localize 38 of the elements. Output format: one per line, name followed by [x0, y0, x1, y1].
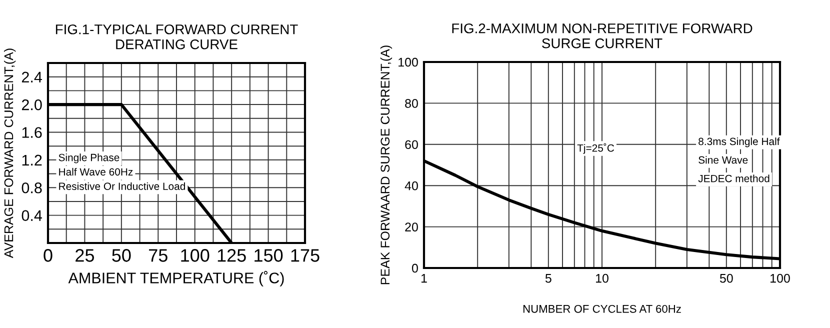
y-tick-label: 2.4 — [22, 72, 42, 82]
x-tick-label: 75 — [149, 249, 168, 262]
annotation: Single Phase — [58, 154, 120, 164]
x-tick-label: 10 — [596, 274, 608, 283]
x-tick-label: 50 — [720, 274, 733, 283]
x-tick-label: 150 — [254, 249, 283, 262]
y-axis-title: PEAK FORWAARD SURGE CURRENT,(A) — [380, 46, 392, 284]
x-tick-label: 5 — [545, 274, 552, 283]
chart-title: FIG.1-TYPICAL FORWARD CURRENT DERATING CURVE — [56, 24, 298, 50]
x-tick-label: 125 — [218, 249, 246, 262]
annotation: Tj=25˚C — [577, 143, 614, 154]
x-tick-label: 0 — [44, 249, 52, 262]
chart-title: FIG.2-MAXIMUM NON-REPETITIVE FORWARD SURGE CURRENT — [452, 23, 752, 48]
x-tick-label: 1 — [421, 274, 427, 283]
annotation: Resistive Or Inductive Load — [59, 182, 185, 190]
y-tick-label: 0.8 — [22, 182, 42, 194]
y-tick-label: 0 — [412, 264, 418, 273]
x-tick-label: 100 — [770, 274, 790, 283]
x-tick-label: 50 — [112, 249, 131, 262]
y-tick-label: 20 — [405, 222, 418, 232]
x-tick-label: 25 — [76, 249, 94, 262]
y-tick-label: 60 — [405, 140, 418, 150]
y-tick-label: 1.6 — [22, 127, 42, 138]
x-tick-label: 175 — [291, 249, 320, 262]
x-axis-title: AMBIENT TEMPERATURE (˚C) — [68, 270, 284, 286]
y-tick-label: 0.4 — [22, 210, 42, 221]
x-axis-title: NUMBER OF CYCLES AT 60Hz — [523, 304, 681, 313]
annotation: Half Wave 60Hz — [59, 168, 133, 176]
x-tick-label: 100 — [181, 249, 210, 262]
y-tick-label: 1.2 — [22, 154, 42, 166]
annotation: 8.3ms Single Half — [698, 137, 780, 148]
y-tick-label: 2.0 — [22, 99, 42, 110]
annotation: JEDEC method — [698, 174, 770, 182]
y-axis-title: AVERAGE FORWARD CURRENT,(A) — [4, 48, 16, 258]
y-tick-label: 80 — [405, 99, 418, 108]
y-tick-label: 40 — [404, 181, 418, 190]
annotation: Sine Wave — [698, 156, 748, 164]
y-tick-label: 100 — [398, 58, 418, 67]
